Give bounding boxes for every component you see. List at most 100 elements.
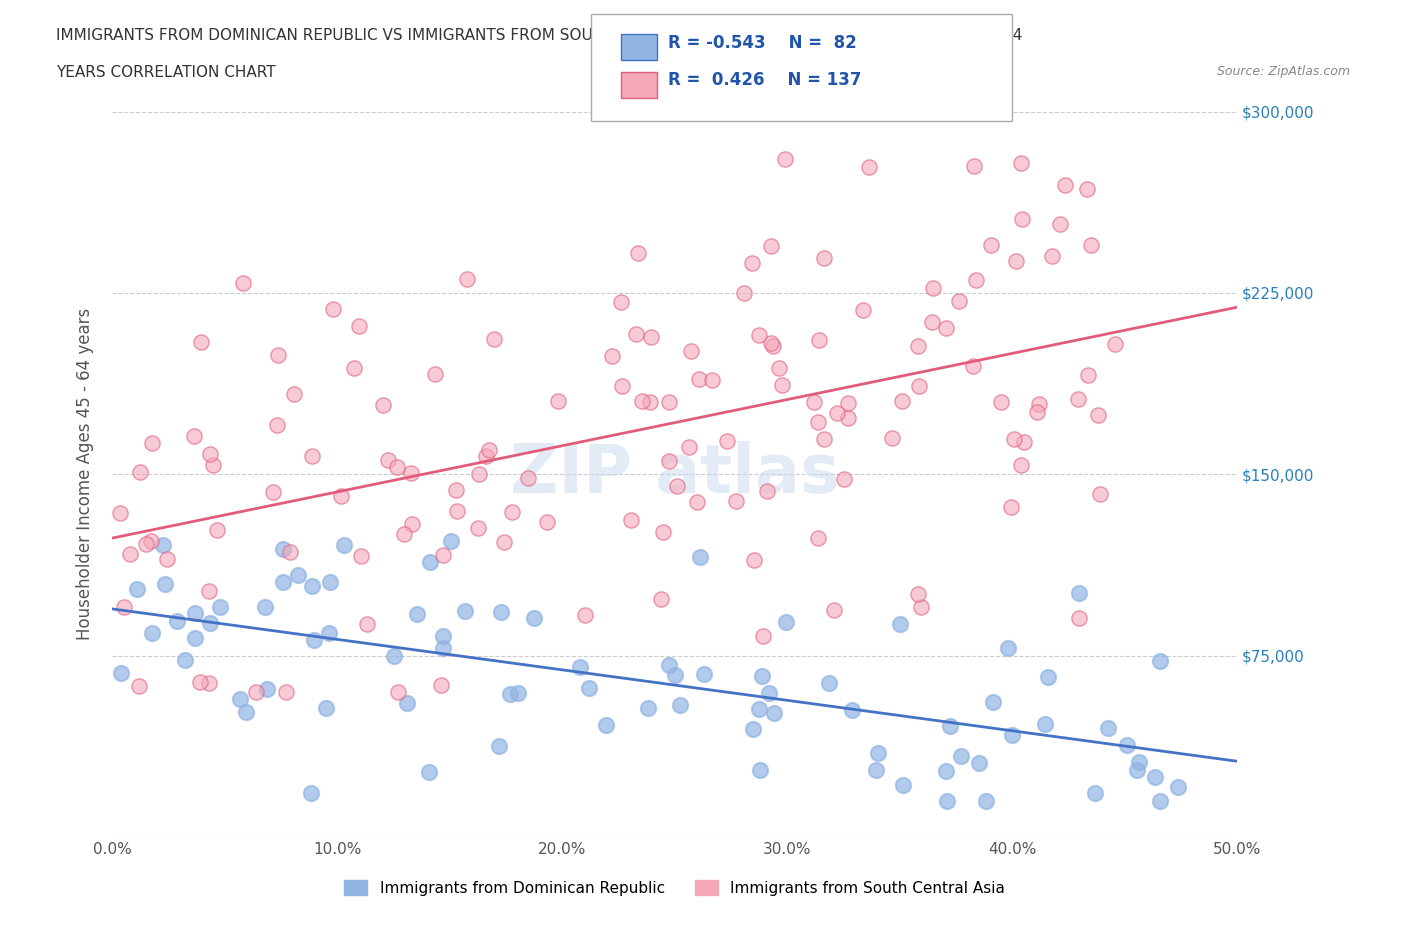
Point xyxy=(1116,738,1139,753)
Point xyxy=(271,575,294,590)
Point xyxy=(948,293,970,308)
Y-axis label: Householder Income Ages 45 - 64 years: Householder Income Ages 45 - 64 years xyxy=(76,308,94,641)
Point xyxy=(775,615,797,630)
Text: YEARS CORRELATION CHART: YEARS CORRELATION CHART xyxy=(56,65,276,80)
Point xyxy=(1010,155,1032,170)
Point xyxy=(688,372,710,387)
Point xyxy=(837,395,859,410)
Point xyxy=(807,414,830,429)
Point xyxy=(254,600,277,615)
Point xyxy=(190,335,212,350)
Point xyxy=(891,393,914,408)
Point xyxy=(377,453,399,468)
Point xyxy=(658,454,681,469)
Point xyxy=(1012,435,1035,450)
Point xyxy=(423,366,446,381)
Point xyxy=(156,551,179,566)
Point xyxy=(208,599,231,614)
Point xyxy=(935,793,957,808)
Point xyxy=(569,659,592,674)
Point xyxy=(1087,407,1109,422)
Point xyxy=(967,755,990,770)
Point xyxy=(1067,392,1090,406)
Point xyxy=(319,575,342,590)
Point xyxy=(152,538,174,552)
Point xyxy=(763,706,786,721)
Point xyxy=(1001,727,1024,742)
Point xyxy=(135,537,157,551)
Point xyxy=(278,544,301,559)
Point xyxy=(990,394,1012,409)
Point xyxy=(129,465,152,480)
Point xyxy=(356,616,378,631)
Point xyxy=(595,718,617,733)
Point xyxy=(439,533,461,548)
Point xyxy=(748,327,770,342)
Point xyxy=(201,458,224,472)
Point xyxy=(128,679,150,694)
Point xyxy=(508,685,530,700)
Point xyxy=(1002,432,1025,447)
Point xyxy=(600,349,623,364)
Point xyxy=(245,684,267,699)
Point xyxy=(841,703,863,718)
Point xyxy=(482,331,505,346)
Point xyxy=(205,523,228,538)
Point xyxy=(650,591,672,606)
Point xyxy=(446,503,468,518)
Point xyxy=(235,704,257,719)
Point xyxy=(456,272,478,286)
Point xyxy=(935,321,957,336)
Point xyxy=(640,329,662,344)
Point xyxy=(748,702,770,717)
Point xyxy=(153,576,176,591)
Point xyxy=(882,431,904,445)
Point xyxy=(467,520,489,535)
Point xyxy=(141,626,163,641)
Point xyxy=(387,684,409,699)
Point xyxy=(962,359,984,374)
Point xyxy=(1000,499,1022,514)
Point xyxy=(907,339,929,354)
Point xyxy=(837,410,859,425)
Point xyxy=(382,649,405,664)
Point xyxy=(432,628,454,643)
Point xyxy=(430,678,453,693)
Text: IMMIGRANTS FROM DOMINICAN REPUBLIC VS IMMIGRANTS FROM SOUTH CENTRAL ASIA HOUSEHO: IMMIGRANTS FROM DOMINICAN REPUBLIC VS IM… xyxy=(56,28,1022,43)
Point xyxy=(1049,217,1071,232)
Point xyxy=(626,326,648,341)
Text: Source: ZipAtlas.com: Source: ZipAtlas.com xyxy=(1216,65,1350,78)
Point xyxy=(228,692,250,707)
Point xyxy=(108,506,131,521)
Point xyxy=(522,611,544,626)
Point xyxy=(889,617,911,631)
Point xyxy=(664,668,686,683)
Point xyxy=(893,777,915,792)
Point xyxy=(256,682,278,697)
Point xyxy=(1080,238,1102,253)
Point xyxy=(748,763,770,777)
Point xyxy=(813,251,835,266)
Point xyxy=(627,246,650,260)
Point xyxy=(907,379,929,393)
Point xyxy=(302,632,325,647)
Point xyxy=(454,604,477,618)
Point xyxy=(112,600,135,615)
Point xyxy=(1026,405,1049,419)
Point xyxy=(141,436,163,451)
Point xyxy=(658,394,681,409)
Point xyxy=(686,494,709,509)
Point xyxy=(267,348,290,363)
Point xyxy=(467,467,489,482)
Point xyxy=(974,793,997,808)
Point xyxy=(693,667,716,682)
Point xyxy=(1149,653,1171,668)
Point xyxy=(963,158,986,173)
Point xyxy=(823,603,845,618)
Point xyxy=(716,433,738,448)
Legend: Immigrants from Dominican Republic, Immigrants from South Central Asia: Immigrants from Dominican Republic, Immi… xyxy=(339,873,1011,902)
Point xyxy=(825,405,848,420)
Point xyxy=(183,429,205,444)
Point xyxy=(733,286,755,300)
Point xyxy=(266,417,288,432)
